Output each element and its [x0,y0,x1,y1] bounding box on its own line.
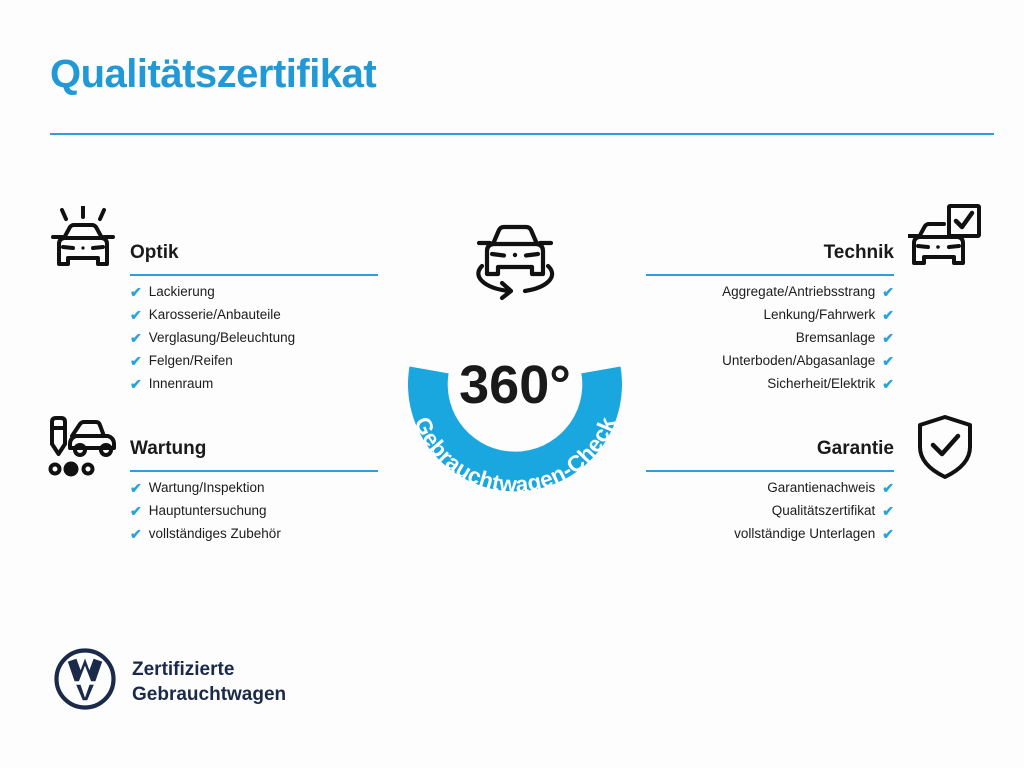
check-icon: ✔ [882,479,894,496]
list-item-label: vollständiges Zubehör [148,526,281,541]
list-item: ✔ Karosserie/Anbauteile [130,303,378,326]
list-item-label: Hauptuntersuchung [148,503,267,518]
shield-check-icon [914,414,976,480]
list-item: Bremsanlage ✔ [646,326,894,349]
section-divider [646,470,894,472]
list-item: ✔ Wartung/Inspektion [130,476,378,499]
car-front-shine-icon [46,205,120,276]
list-item: ✔ Innenraum [130,372,378,395]
list-item-label: vollständige Unterlagen [734,526,876,541]
list-item-label: Verglasung/Beleuchtung [148,330,296,345]
check-icon: ✔ [882,375,894,392]
list-item: Garantienachweis ✔ [646,476,894,499]
checklist: ✔ Wartung/Inspektion ✔ Hauptuntersuchung… [130,476,378,545]
checklist: Aggregate/Antriebsstrang ✔ Lenkung/Fahrw… [646,280,894,395]
check-icon: ✔ [130,352,142,369]
list-item: Qualitätszertifikat ✔ [646,499,894,522]
check-icon: ✔ [882,502,894,519]
footer-text: Zertifizierte Gebrauchtwagen [132,657,286,707]
list-item: ✔ Hauptuntersuchung [130,499,378,522]
list-item: ✔ Felgen/Reifen [130,349,378,372]
badge-center-label: 360° [459,355,571,415]
page-title: Qualitätszertifikat [50,52,377,96]
list-item: Sicherheit/Elektrik ✔ [646,372,894,395]
footer-logo-block: Zertifizierte Gebrauchtwagen [54,648,286,715]
checklist: Garantienachweis ✔ Qualitätszertifikat ✔… [646,476,894,545]
section-title: Technik [823,242,894,263]
check-icon: ✔ [130,479,142,496]
check-icon: ✔ [130,525,142,542]
dipstick-car-oil-icon [46,414,120,478]
check-icon: ✔ [130,375,142,392]
list-item: Aggregate/Antriebsstrang ✔ [646,280,894,303]
section-divider [130,470,378,472]
list-item: ✔ Verglasung/Beleuchtung [130,326,378,349]
footer-line-1: Zertifizierte [132,658,235,680]
check-icon: ✔ [130,283,142,300]
section-title: Optik [130,242,179,263]
list-item: ✔ Lackierung [130,280,378,303]
list-item-label: Karosserie/Anbauteile [148,307,281,322]
list-item-label: Lenkung/Fahrwerk [763,307,876,322]
check-icon: ✔ [882,352,894,369]
section-header: Technik [646,238,894,280]
section-optik: Optik ✔ Lackierung ✔ Karosserie/Anbautei… [130,238,378,395]
check-icon: ✔ [130,502,142,519]
title-divider [50,133,994,135]
check-icon: ✔ [882,306,894,323]
list-item-label: Unterboden/Abgasanlage [722,353,876,368]
check-icon: ✔ [882,329,894,346]
list-item-label: Aggregate/Antriebsstrang [722,284,876,299]
check-icon: ✔ [130,329,142,346]
section-header: Garantie [646,434,894,476]
section-divider [646,274,894,276]
list-item-label: Bremsanlage [795,330,876,345]
section-header: Wartung [130,434,378,476]
list-item: Lenkung/Fahrwerk ✔ [646,303,894,326]
list-item-label: Innenraum [148,376,214,391]
section-divider [130,274,378,276]
list-item-label: Qualitätszertifikat [771,503,876,518]
check-icon: ✔ [130,306,142,323]
section-title: Wartung [130,438,207,459]
list-item-label: Lackierung [148,284,215,299]
list-item-label: Sicherheit/Elektrik [767,376,876,391]
list-item: Unterboden/Abgasanlage ✔ [646,349,894,372]
list-item: ✔ vollständiges Zubehör [130,522,378,545]
list-item-label: Felgen/Reifen [148,353,233,368]
check-icon: ✔ [882,283,894,300]
car-front-checkbox-icon [906,204,982,276]
vw-logo [54,648,116,715]
section-technik: Technik Aggregate/Antriebsstrang ✔ Lenku… [646,238,894,395]
section-header: Optik [130,238,378,280]
footer-line-2: Gebrauchtwagen [132,683,287,705]
checklist: ✔ Lackierung ✔ Karosserie/Anbauteile ✔ V… [130,280,378,395]
list-item-label: Wartung/Inspektion [148,480,265,495]
list-item-label: Garantienachweis [767,480,876,495]
section-wartung: Wartung ✔ Wartung/Inspektion ✔ Hauptunte… [130,434,378,545]
section-garantie: Garantie Garantienachweis ✔ Qualitätszer… [646,434,894,545]
badge-360-gebrauchtwagen-check: 360° Gebrauchtwagen-Check [371,192,659,502]
list-item: vollständige Unterlagen ✔ [646,522,894,545]
section-title: Garantie [816,438,894,459]
check-icon: ✔ [882,525,894,542]
